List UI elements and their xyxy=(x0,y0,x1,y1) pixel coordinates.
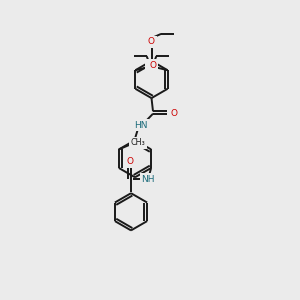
Text: O: O xyxy=(170,109,178,118)
Text: O: O xyxy=(126,157,133,166)
Text: NH: NH xyxy=(141,175,155,184)
Text: HN: HN xyxy=(134,121,147,130)
Text: CH₃: CH₃ xyxy=(131,138,146,147)
Text: O: O xyxy=(149,61,156,70)
Text: O: O xyxy=(147,61,154,70)
Text: O: O xyxy=(148,38,155,46)
